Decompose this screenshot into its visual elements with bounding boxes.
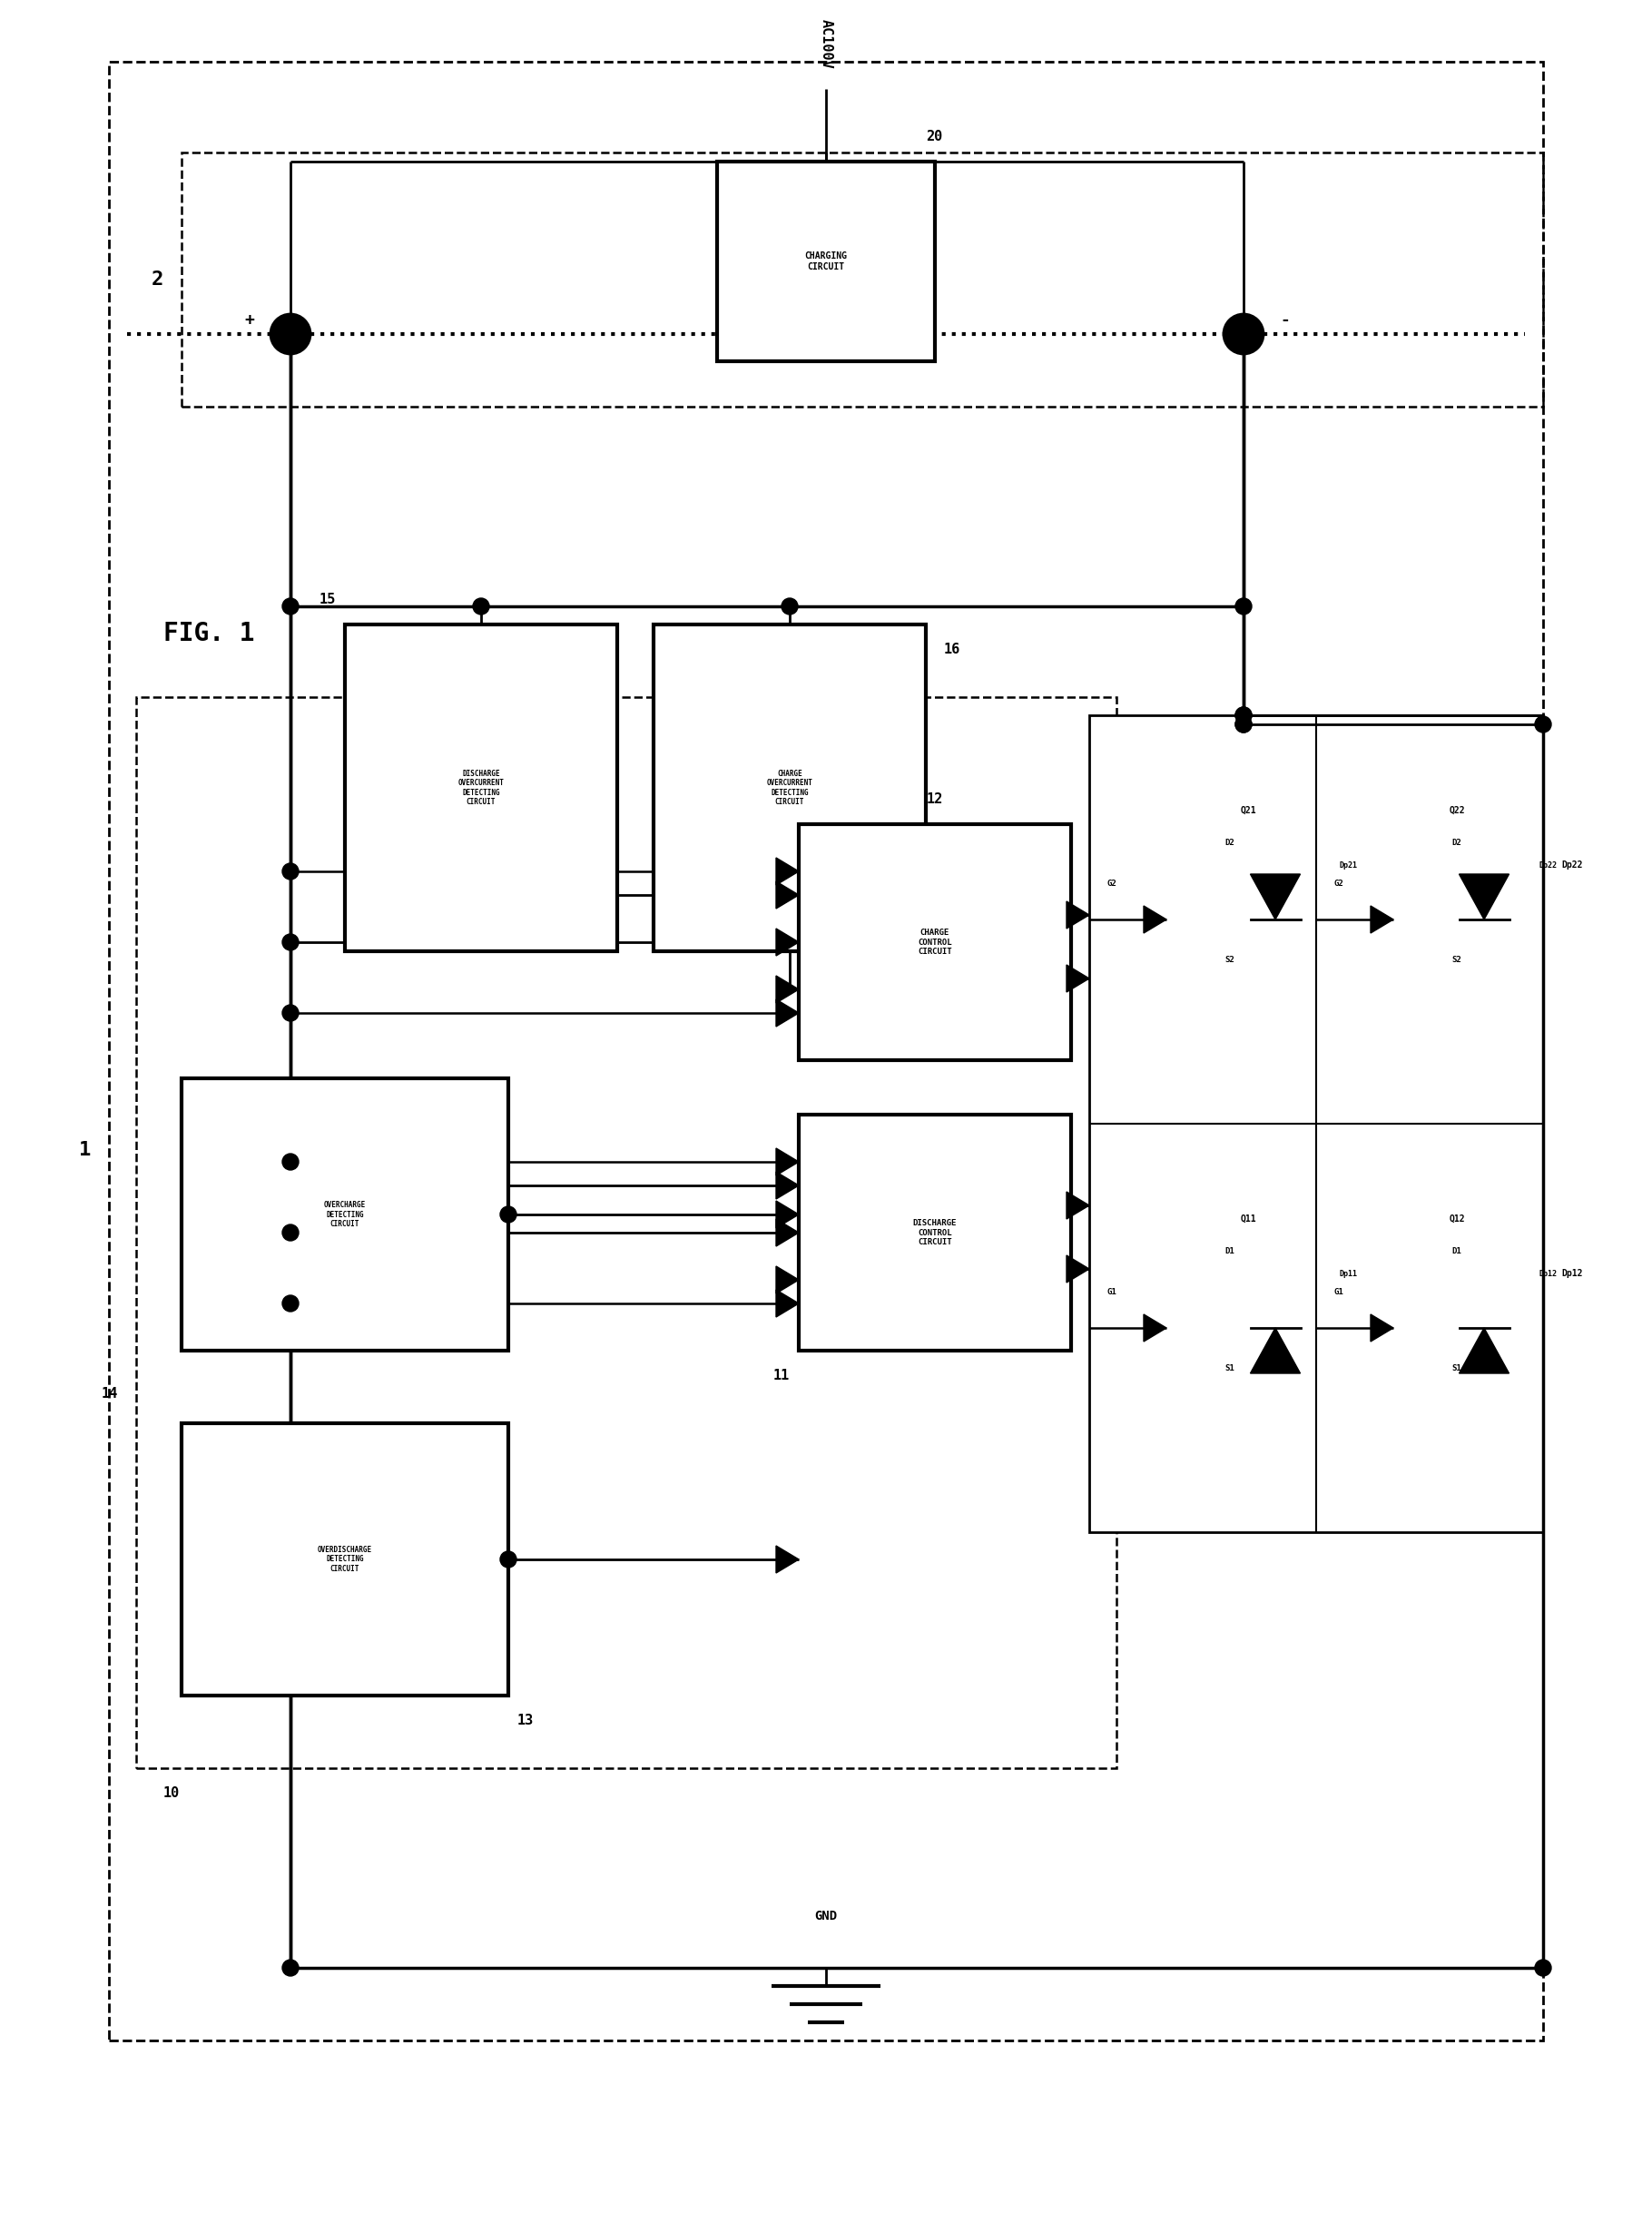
Text: D2: D2 — [1452, 838, 1462, 847]
Text: 20: 20 — [925, 129, 942, 144]
Polygon shape — [776, 1267, 800, 1293]
Text: G1: G1 — [1107, 1287, 1117, 1295]
Text: CHARGE
CONTROL
CIRCUIT: CHARGE CONTROL CIRCUIT — [919, 929, 952, 955]
Text: Dp22: Dp22 — [1538, 860, 1556, 869]
Circle shape — [282, 1153, 299, 1171]
Polygon shape — [776, 1220, 800, 1247]
Text: Q12: Q12 — [1449, 1215, 1465, 1224]
Polygon shape — [1067, 964, 1089, 991]
Polygon shape — [776, 929, 800, 955]
FancyBboxPatch shape — [1089, 715, 1543, 1533]
Circle shape — [282, 1224, 299, 1240]
Text: 16: 16 — [943, 642, 960, 655]
Text: Q21: Q21 — [1241, 807, 1256, 815]
Text: 11: 11 — [773, 1369, 790, 1382]
Text: CHARGE
OVERCURRENT
DETECTING
CIRCUIT: CHARGE OVERCURRENT DETECTING CIRCUIT — [767, 769, 813, 807]
Polygon shape — [776, 1149, 800, 1175]
Text: Dp22: Dp22 — [1561, 860, 1583, 869]
Circle shape — [271, 313, 311, 353]
Polygon shape — [1371, 1315, 1393, 1342]
Text: Dp11: Dp11 — [1338, 1269, 1356, 1278]
Text: AC100V: AC100V — [819, 18, 833, 69]
Text: 14: 14 — [101, 1387, 117, 1400]
Polygon shape — [1143, 1315, 1166, 1342]
Text: 1: 1 — [79, 1140, 91, 1160]
Polygon shape — [1067, 1255, 1089, 1282]
Text: 12: 12 — [927, 793, 943, 807]
Circle shape — [1535, 1960, 1551, 1975]
Text: D2: D2 — [1226, 838, 1234, 847]
Circle shape — [282, 862, 299, 880]
Circle shape — [1236, 598, 1252, 615]
Text: Dp21: Dp21 — [1338, 860, 1356, 869]
Text: OVERDISCHARGE
DETECTING
CIRCUIT: OVERDISCHARGE DETECTING CIRCUIT — [317, 1547, 372, 1573]
Polygon shape — [1251, 1329, 1300, 1373]
Polygon shape — [1459, 1329, 1508, 1373]
Circle shape — [501, 1207, 517, 1222]
Polygon shape — [1067, 1191, 1089, 1220]
Text: 13: 13 — [517, 1713, 534, 1726]
Polygon shape — [776, 1547, 800, 1573]
Circle shape — [1535, 715, 1551, 733]
Text: CHARGING
CIRCUIT: CHARGING CIRCUIT — [805, 251, 847, 271]
Circle shape — [501, 1551, 517, 1567]
FancyBboxPatch shape — [345, 624, 618, 951]
FancyBboxPatch shape — [182, 1424, 509, 1695]
Circle shape — [781, 598, 798, 615]
Circle shape — [1236, 707, 1252, 724]
Text: 2: 2 — [152, 271, 164, 289]
Text: DISCHARGE
OVERCURRENT
DETECTING
CIRCUIT: DISCHARGE OVERCURRENT DETECTING CIRCUIT — [458, 769, 504, 807]
Polygon shape — [776, 1000, 800, 1027]
Text: S1: S1 — [1452, 1364, 1462, 1373]
Polygon shape — [776, 975, 800, 1002]
Circle shape — [1224, 313, 1264, 353]
FancyBboxPatch shape — [800, 824, 1070, 1060]
Polygon shape — [776, 882, 800, 909]
Text: -: - — [1280, 313, 1290, 329]
Text: G2: G2 — [1107, 880, 1117, 887]
Circle shape — [1236, 715, 1252, 733]
Polygon shape — [1251, 873, 1300, 920]
Text: S2: S2 — [1452, 955, 1462, 964]
Circle shape — [1236, 715, 1252, 733]
Text: DISCHARGE
CONTROL
CIRCUIT: DISCHARGE CONTROL CIRCUIT — [914, 1220, 957, 1247]
FancyBboxPatch shape — [717, 162, 935, 362]
Text: Q22: Q22 — [1449, 807, 1465, 815]
Polygon shape — [1067, 902, 1089, 929]
Polygon shape — [1459, 873, 1508, 920]
Text: Q11: Q11 — [1241, 1215, 1256, 1224]
Text: S1: S1 — [1226, 1364, 1234, 1373]
Text: D1: D1 — [1226, 1247, 1234, 1255]
Circle shape — [472, 598, 489, 615]
Text: Dp12: Dp12 — [1538, 1269, 1556, 1278]
Text: S2: S2 — [1226, 955, 1234, 964]
Text: 15: 15 — [319, 593, 335, 607]
Circle shape — [282, 933, 299, 951]
Polygon shape — [776, 858, 800, 884]
Text: OVERCHARGE
DETECTING
CIRCUIT: OVERCHARGE DETECTING CIRCUIT — [324, 1200, 365, 1229]
Polygon shape — [1371, 907, 1393, 933]
Text: G1: G1 — [1335, 1287, 1345, 1295]
Text: Dp12: Dp12 — [1561, 1269, 1583, 1278]
Text: 10: 10 — [164, 1786, 180, 1800]
Circle shape — [282, 598, 299, 615]
Text: +: + — [244, 313, 254, 329]
Polygon shape — [776, 1289, 800, 1318]
Text: D1: D1 — [1452, 1247, 1462, 1255]
Circle shape — [282, 1004, 299, 1022]
FancyBboxPatch shape — [654, 624, 925, 951]
Polygon shape — [1143, 907, 1166, 933]
Text: GND: GND — [814, 1909, 838, 1922]
Text: G2: G2 — [1335, 880, 1345, 887]
Polygon shape — [776, 1171, 800, 1200]
Circle shape — [1236, 707, 1252, 724]
Circle shape — [282, 1295, 299, 1311]
Polygon shape — [776, 1200, 800, 1229]
FancyBboxPatch shape — [800, 1115, 1070, 1351]
FancyBboxPatch shape — [182, 1078, 509, 1351]
Circle shape — [282, 1960, 299, 1975]
Text: FIG. 1: FIG. 1 — [164, 620, 254, 647]
